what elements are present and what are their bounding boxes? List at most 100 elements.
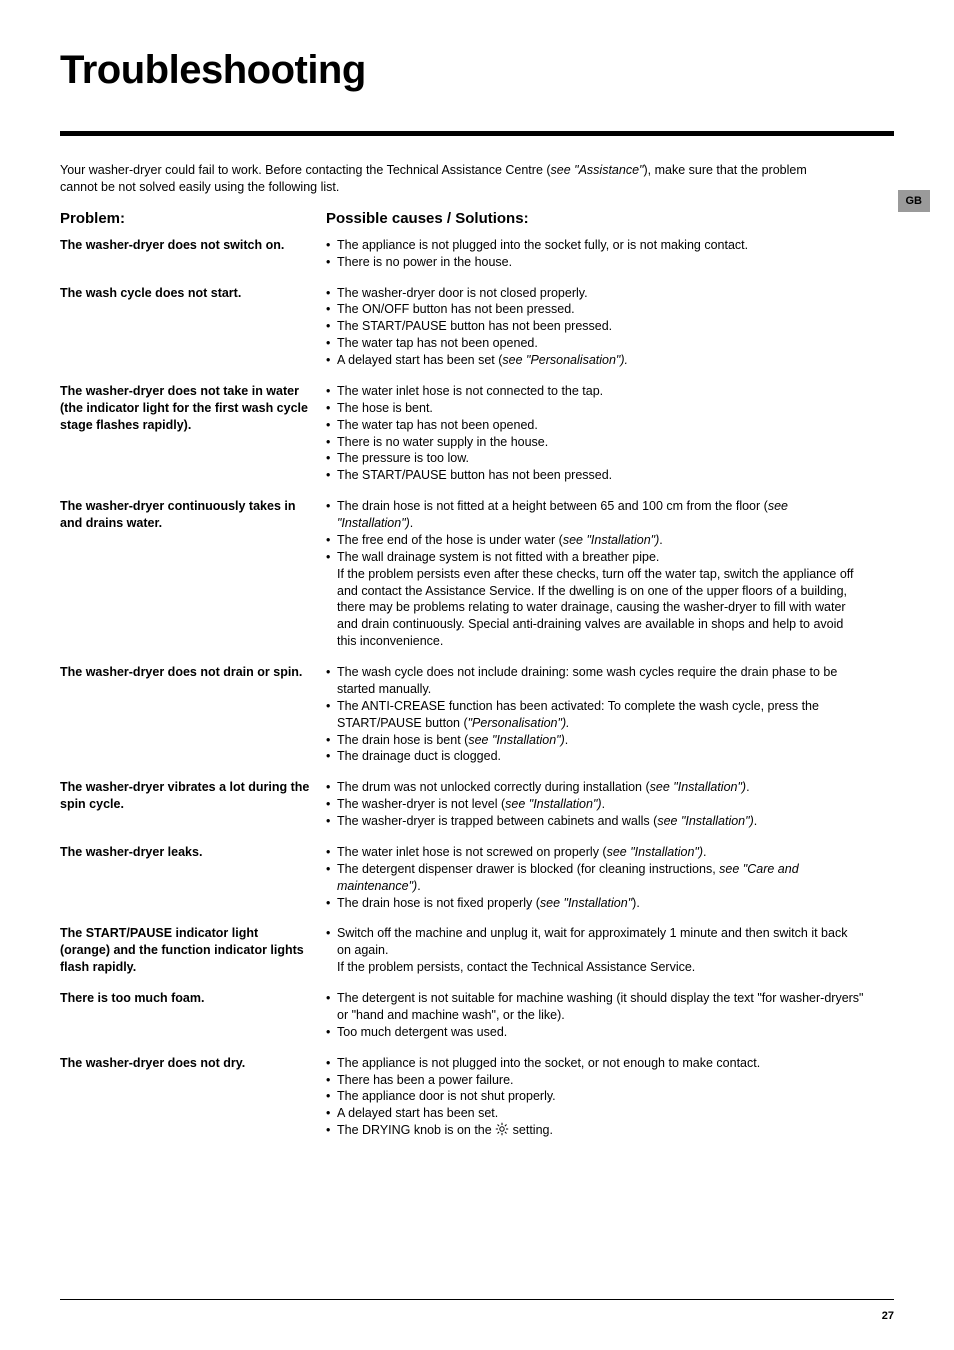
troubleshooting-row: The washer-dryer leaks. The water inlet h… xyxy=(60,844,894,912)
solution-text: The water tap has not been opened. xyxy=(337,418,538,432)
solution-list: The appliance is not plugged into the so… xyxy=(326,1055,864,1141)
solution-italic: "Personalisation"). xyxy=(468,716,570,730)
solution-text-after: . xyxy=(703,845,706,859)
problem-text: The washer-dryer does not switch on. xyxy=(60,237,310,271)
problem-text: The washer-dryer vibrates a lot during t… xyxy=(60,779,310,830)
solution-item: The drain hose is bent (see "Installatio… xyxy=(326,732,864,749)
solution-item: The ON/OFF button has not been pressed. xyxy=(326,301,864,318)
solution-item: There is no power in the house. xyxy=(326,254,864,271)
solution-text: The drain hose is not fixed properly ( xyxy=(337,896,540,910)
solution-list: The wash cycle does not include draining… xyxy=(326,664,864,765)
solution-block: The appliance is not plugged into the so… xyxy=(326,1055,894,1141)
column-headers: Problem: Possible causes / Solutions: xyxy=(60,210,894,237)
solution-block: The drum was not unlocked correctly duri… xyxy=(326,779,894,830)
solution-text-after: ). xyxy=(632,896,640,910)
solution-item: The wall drainage system is not fitted w… xyxy=(326,549,864,566)
solution-item: The water tap has not been opened. xyxy=(326,417,864,434)
solution-italic: see "Installation") xyxy=(563,533,659,547)
solution-item: The washer-dryer is not level (see "Inst… xyxy=(326,796,864,813)
solution-item: The washer-dryer door is not closed prop… xyxy=(326,285,864,302)
troubleshooting-row: The washer-dryer does not drain or spin.… xyxy=(60,664,894,765)
troubleshooting-row: The washer-dryer does not take in water … xyxy=(60,383,894,484)
problem-text: The wash cycle does not start. xyxy=(60,285,310,369)
solution-text: The START/PAUSE button has not been pres… xyxy=(337,319,612,333)
solution-text: There is no water supply in the house. xyxy=(337,435,548,449)
solution-item: The water inlet hose is not connected to… xyxy=(326,383,864,400)
troubleshooting-row: The washer-dryer does not switch on. The … xyxy=(60,237,894,271)
solution-text-after: . xyxy=(417,879,420,893)
solution-text: The water inlet hose is not screwed on p… xyxy=(337,845,607,859)
solution-item: The free end of the hose is under water … xyxy=(326,532,864,549)
solution-block: Switch off the machine and unplug it, wa… xyxy=(326,925,894,976)
troubleshooting-row: The washer-dryer vibrates a lot during t… xyxy=(60,779,894,830)
intro-see-assistance: see "Assistance" xyxy=(551,163,644,177)
solution-text: The START/PAUSE button has not been pres… xyxy=(337,468,612,482)
solution-text: The drain hose is bent ( xyxy=(337,733,468,747)
solution-text: The washer-dryer is not level ( xyxy=(337,797,505,811)
solution-text-after: setting. xyxy=(509,1123,553,1137)
solution-item: Too much detergent was used. xyxy=(326,1024,864,1041)
solution-list: The water inlet hose is not connected to… xyxy=(326,383,864,484)
header-problem: Problem: xyxy=(60,210,310,227)
solution-text: The pressure is too low. xyxy=(337,451,469,465)
solution-italic: see "Personalisation"). xyxy=(502,353,628,367)
page-number: 27 xyxy=(882,1310,894,1322)
solution-item: The DRYING knob is on the setting. xyxy=(326,1122,864,1141)
solution-item: The ANTI-CREASE function has been activa… xyxy=(326,698,864,732)
solution-block: The appliance is not plugged into the so… xyxy=(326,237,894,271)
solution-italic: see "Installation") xyxy=(657,814,753,828)
solution-text: The detergent dispenser drawer is blocke… xyxy=(337,862,719,876)
solution-paragraph: If the problem persists, contact the Tec… xyxy=(326,959,864,976)
problem-text: There is too much foam. xyxy=(60,990,310,1041)
solution-item: The drain hose is not fitted at a height… xyxy=(326,498,864,532)
solution-item: The detergent dispenser drawer is blocke… xyxy=(326,861,864,895)
solution-item: A delayed start has been set. xyxy=(326,1105,864,1122)
solution-text: The drum was not unlocked correctly duri… xyxy=(337,780,650,794)
problem-text: The washer-dryer does not dry. xyxy=(60,1055,310,1141)
solution-list: The drum was not unlocked correctly duri… xyxy=(326,779,864,830)
solution-text-after: . xyxy=(754,814,757,828)
solution-item: The START/PAUSE button has not been pres… xyxy=(326,467,864,484)
solution-text-after: . xyxy=(659,533,662,547)
solution-item: There is no water supply in the house. xyxy=(326,434,864,451)
problem-text: The washer-dryer does not take in water … xyxy=(60,383,310,484)
solution-text: There has been a power failure. xyxy=(337,1073,514,1087)
solution-item: There has been a power failure. xyxy=(326,1072,864,1089)
solution-block: The water inlet hose is not connected to… xyxy=(326,383,894,484)
solution-text: The appliance is not plugged into the so… xyxy=(337,238,748,252)
intro-text-a: Your washer-dryer could fail to work. Be… xyxy=(60,163,551,177)
solution-text: The water inlet hose is not connected to… xyxy=(337,384,603,398)
solution-item: The washer-dryer is trapped between cabi… xyxy=(326,813,864,830)
solution-text: The hose is bent. xyxy=(337,401,433,415)
solution-block: The drain hose is not fitted at a height… xyxy=(326,498,894,650)
solution-item: The appliance is not plugged into the so… xyxy=(326,1055,864,1072)
solution-item: The hose is bent. xyxy=(326,400,864,417)
solution-italic: see "Installation") xyxy=(468,733,564,747)
solution-text: The DRYING knob is on the xyxy=(337,1123,495,1137)
solution-item: The detergent is not suitable for machin… xyxy=(326,990,864,1024)
solution-text: The appliance is not plugged into the so… xyxy=(337,1056,760,1070)
solution-text: Switch off the machine and unplug it, wa… xyxy=(337,926,847,957)
solution-text: The ON/OFF button has not been pressed. xyxy=(337,302,575,316)
solution-item: The water tap has not been opened. xyxy=(326,335,864,352)
solution-item: Switch off the machine and unplug it, wa… xyxy=(326,925,864,959)
solution-list: The washer-dryer door is not closed prop… xyxy=(326,285,864,369)
solution-list: The water inlet hose is not screwed on p… xyxy=(326,844,864,912)
solution-text: The detergent is not suitable for machin… xyxy=(337,991,864,1022)
troubleshooting-row: The START/PAUSE indicator light (orange)… xyxy=(60,925,894,976)
troubleshooting-row: There is too much foam. The detergent is … xyxy=(60,990,894,1041)
solution-item: A delayed start has been set (see "Perso… xyxy=(326,352,864,369)
solution-text: The washer-dryer door is not closed prop… xyxy=(337,286,588,300)
troubleshooting-row: The washer-dryer continuously takes in a… xyxy=(60,498,894,650)
solution-item: The drum was not unlocked correctly duri… xyxy=(326,779,864,796)
solution-paragraph: If the problem persists even after these… xyxy=(326,566,864,650)
problem-text: The washer-dryer leaks. xyxy=(60,844,310,912)
solution-text: The wash cycle does not include draining… xyxy=(337,665,837,696)
solution-text-after: . xyxy=(746,780,749,794)
solution-block: The washer-dryer door is not closed prop… xyxy=(326,285,894,369)
solution-list: Switch off the machine and unplug it, wa… xyxy=(326,925,864,959)
solution-item: The water inlet hose is not screwed on p… xyxy=(326,844,864,861)
page-title: Troubleshooting xyxy=(60,48,894,93)
sun-icon xyxy=(495,1122,509,1141)
solution-text: Too much detergent was used. xyxy=(337,1025,507,1039)
